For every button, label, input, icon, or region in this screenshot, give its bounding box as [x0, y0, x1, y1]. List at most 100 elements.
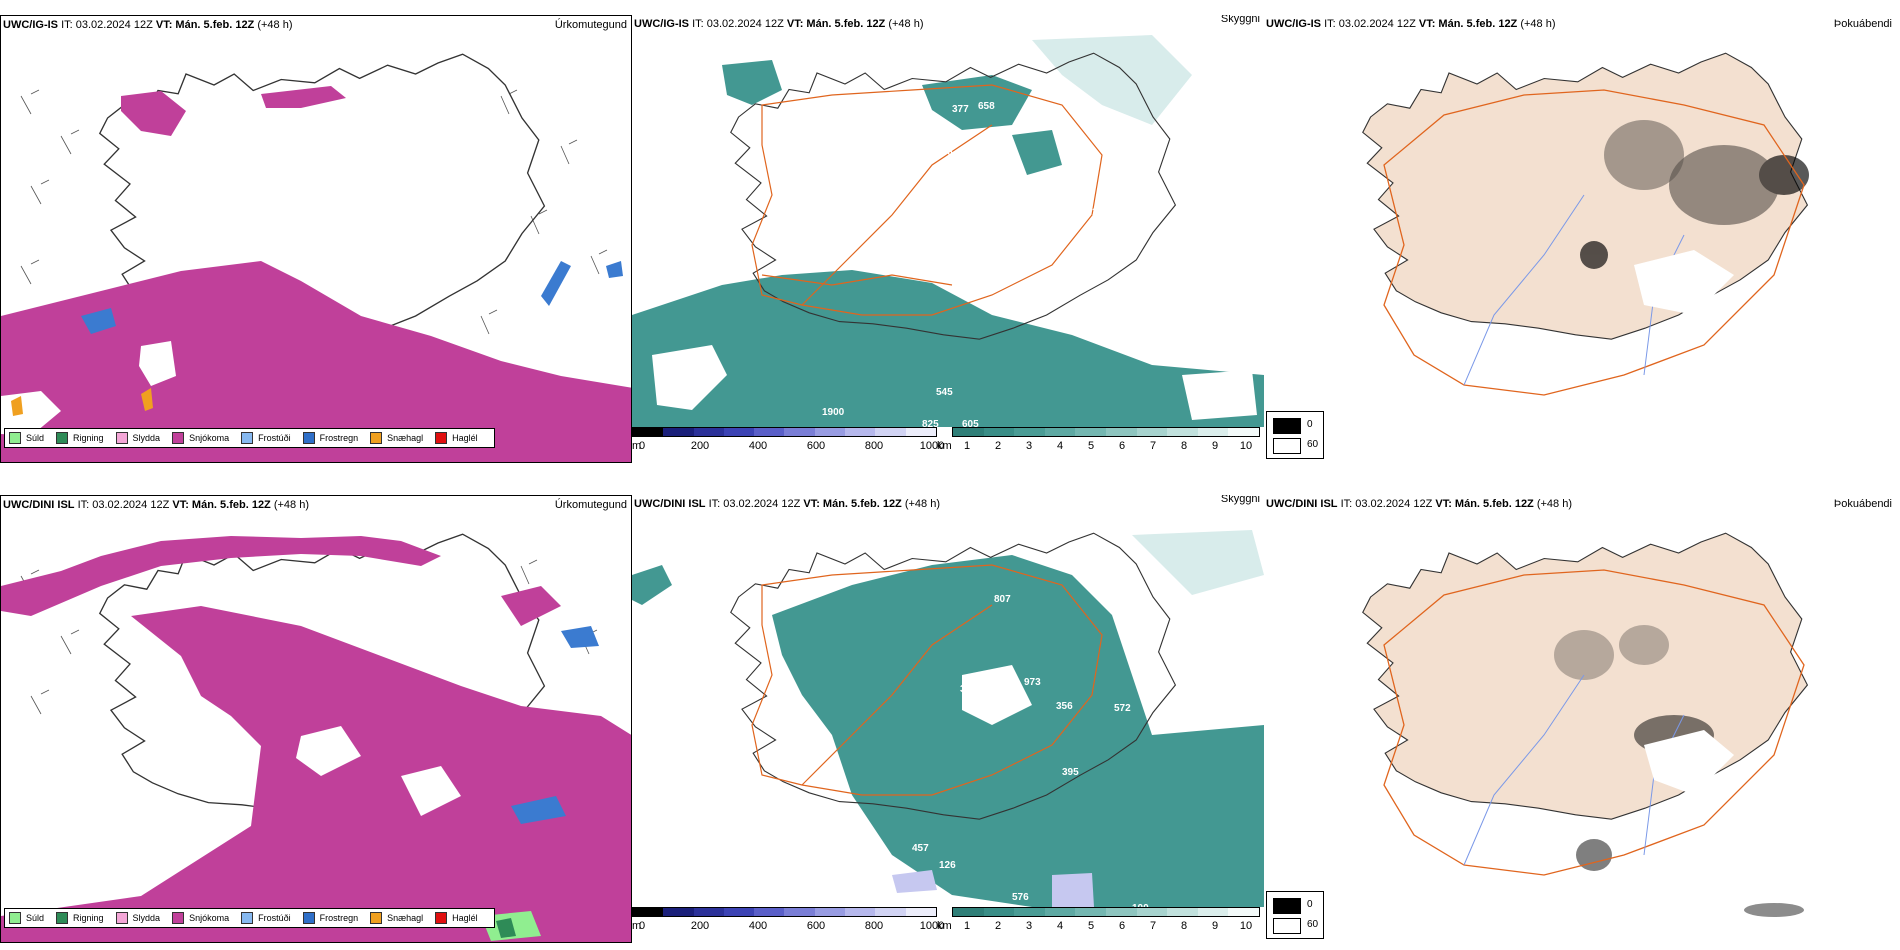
panel-title: Úrkomutegund — [554, 499, 627, 511]
visibility-label: 356 — [1056, 701, 1073, 712]
legend-swatch — [115, 912, 128, 924]
legend-swatch — [435, 432, 448, 444]
fog-legend-bottom: 0 60 — [1266, 891, 1324, 939]
cloud-base-unit: m — [632, 440, 642, 452]
precip-legend: Súld Rigning Slydda Snjókoma Frostúði Fr… — [4, 428, 495, 448]
precip-panel-top: UWC/IG-IS IT: 03.02.2024 12Z VT: Mán. 5.… — [0, 15, 632, 463]
tick-label: 8 — [1180, 440, 1188, 452]
tick-label: 1 — [963, 440, 971, 452]
visibility-label: 20 — [1052, 167, 1064, 178]
panel-header: UWC/DINI ISL IT: 03.02.2024 12Z VT: Mán.… — [634, 498, 941, 510]
visibility-label: 545 — [936, 387, 953, 398]
tick-label: 800 — [864, 440, 884, 452]
legend-item: Haglél — [435, 432, 478, 444]
tick-label: 3 — [1025, 920, 1033, 932]
tick-label: 400 — [748, 440, 768, 452]
fog-swatch-0 — [1273, 418, 1301, 434]
precip-map — [1, 533, 631, 942]
tick-label: 400 — [748, 920, 768, 932]
tick-label: 200 — [690, 920, 710, 932]
tick-label: 9 — [1211, 440, 1219, 452]
tick-label: 7 — [1149, 920, 1157, 932]
legend-item: Frostúði — [241, 912, 291, 924]
tick-label: 4 — [1056, 920, 1064, 932]
legend-swatch — [9, 432, 21, 444]
tick-label: 7 — [1149, 440, 1157, 452]
legend-swatch — [241, 432, 254, 444]
tick-label: 9 — [1211, 920, 1219, 932]
cloud-panel-top: UWC/IG-IS IT: 03.02.2024 12Z VT: Mán. 5.… — [632, 15, 1264, 463]
wind-barbs — [20, 89, 608, 335]
legend-item: Slydda — [115, 912, 160, 924]
tick-label: 0 — [638, 920, 646, 932]
legend-swatch — [56, 912, 69, 924]
legend-swatch — [435, 912, 448, 924]
tick-label: 1 — [963, 920, 971, 932]
legend-item: Frostúði — [241, 432, 291, 444]
tick-label: 600 — [806, 440, 826, 452]
tick-label: 2 — [994, 920, 1002, 932]
legend-swatch — [370, 432, 383, 444]
precip-legend: Súld Rigning Slydda Snjókoma Frostúði Fr… — [4, 908, 495, 928]
legend-item: Snjókoma — [172, 432, 229, 444]
tick-label: 3 — [1025, 440, 1033, 452]
legend-item: Súld — [9, 432, 44, 444]
legend-item: Snjókoma — [172, 912, 229, 924]
panel-header: UWC/IG-IS IT: 03.02.2024 12Z VT: Mán. 5.… — [3, 19, 293, 31]
legend-swatch — [370, 912, 383, 924]
fog-panel-top: UWC/IG-IS IT: 03.02.2024 12Z VT: Mán. 5.… — [1264, 15, 1896, 463]
legend-item: Rigning — [56, 912, 104, 924]
tick-label: 600 — [806, 920, 826, 932]
tick-label: 10 — [1239, 920, 1253, 932]
visibility-unit: km — [937, 920, 952, 932]
visibility-colorbar — [952, 907, 1260, 917]
legend-swatch — [302, 912, 315, 924]
tick-label: 6 — [1118, 920, 1126, 932]
fog-legend-label: 60 — [1307, 439, 1319, 450]
panel-title: Þokuábendi — [1833, 18, 1892, 30]
visibility-label: 266 — [936, 147, 953, 158]
tick-label: 1000 — [919, 920, 945, 932]
visibility-label: 126 — [939, 860, 956, 871]
panel-header: UWC/IG-IS IT: 03.02.2024 12Z VT: Mán. 5.… — [634, 18, 924, 30]
legend-swatch — [172, 912, 185, 924]
cloud-base-unit: m — [632, 920, 642, 932]
tick-label: 0 — [638, 440, 646, 452]
legend-swatch — [172, 432, 185, 444]
fog-map — [1362, 532, 1808, 917]
visibility-label: 572 — [1114, 703, 1131, 714]
legend-item: Snæhagl — [370, 432, 423, 444]
legend-item: Haglél — [435, 912, 478, 924]
precip-map — [1, 53, 631, 462]
panel-title: Þokuábendi — [1833, 498, 1892, 510]
visibility-label: 457 — [912, 843, 929, 854]
legend-swatch — [241, 912, 254, 924]
road-network — [751, 84, 1103, 316]
visibility-label: 973 — [1024, 677, 1041, 688]
fog-legend-label: 60 — [1307, 919, 1319, 930]
fog-map — [1362, 52, 1809, 396]
cloud-panel-bottom: UWC/DINI ISL IT: 03.02.2024 12Z VT: Mán.… — [632, 495, 1264, 943]
visibility-label: 1900 — [822, 407, 845, 418]
visibility-label: 377 — [952, 104, 969, 115]
fog-legend-top: 0 60 — [1266, 411, 1324, 459]
visibility-label: 390 — [992, 172, 1009, 183]
visibility-label: 13 — [1092, 207, 1104, 218]
legend-swatch — [56, 432, 69, 444]
panel-header: UWC/DINI ISL IT: 03.02.2024 12Z VT: Mán.… — [1266, 498, 1573, 510]
cloud-base-colorbar — [632, 427, 937, 437]
fog-panel-bottom: UWC/DINI ISL IT: 03.02.2024 12Z VT: Mán.… — [1264, 495, 1896, 943]
legend-item: Slydda — [115, 432, 160, 444]
cloud-map: 377 658 476 266 390 325 20 38 13 1900 54… — [632, 35, 1264, 438]
cloud-map: 807 333 973 356 572 395 457 126 576 100 — [632, 530, 1264, 914]
legend-swatch — [302, 432, 315, 444]
legend-item: Rigning — [56, 432, 104, 444]
visibility-label: 333 — [960, 684, 977, 695]
tick-label: 800 — [864, 920, 884, 932]
precip-panel-bottom: UWC/DINI ISL IT: 03.02.2024 12Z VT: Mán.… — [0, 495, 632, 943]
visibility-colorbar — [952, 427, 1260, 437]
legend-swatch — [115, 432, 128, 444]
fog-legend-label: 0 — [1307, 899, 1313, 910]
panel-title: Úrkomutegund — [554, 19, 627, 31]
fog-swatch-60 — [1273, 918, 1301, 934]
